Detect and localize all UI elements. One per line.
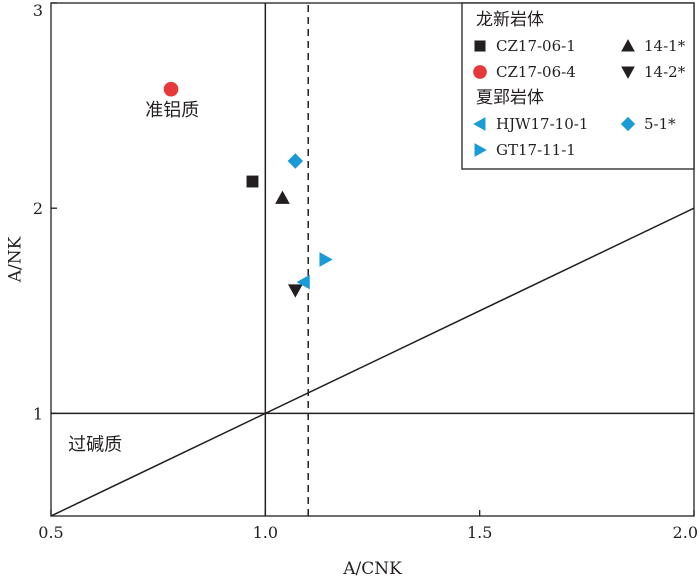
- x-axis-ticks: 0.5 1.0 1.5 2.0: [38, 510, 698, 542]
- legend-entry-label: 14-1*: [644, 37, 686, 55]
- data-point: [246, 175, 259, 188]
- x-tick-label: 1.5: [467, 523, 492, 542]
- x-tick-label: 0.5: [38, 523, 63, 542]
- x-tick-label: 1.0: [253, 523, 278, 542]
- legend-group-title: 夏郢岩体: [476, 88, 544, 108]
- plot-frame: [50, 2, 695, 517]
- legend-marker: [474, 143, 487, 157]
- y-axis-ticks: 1 2 3: [33, 1, 57, 423]
- legend-marker: [621, 66, 635, 79]
- data-point: [275, 190, 290, 204]
- legend-marker: [620, 116, 636, 132]
- boundary-line: [51, 207, 694, 516]
- data-points: [163, 81, 333, 298]
- x-tick-label: 2.0: [673, 523, 698, 542]
- legend-group-title: 龙新岩体: [476, 10, 544, 30]
- field-label: 准铝质: [145, 100, 199, 121]
- legend-entry-label: HJW17-10-1: [496, 115, 588, 133]
- data-point: [296, 274, 310, 290]
- legend-marker: [473, 65, 487, 79]
- field-label: 过碱质: [68, 434, 122, 455]
- data-point: [163, 81, 179, 97]
- data-point: [287, 153, 304, 169]
- legend-box: [461, 2, 695, 170]
- legend-entry-label: GT17-11-1: [496, 141, 576, 159]
- y-tick-label: 1: [33, 404, 43, 423]
- legend: 龙新岩体 CZ17-06-1 14-1* CZ17-06-4 14-2* 夏郢岩体 HJW1…: [461, 2, 695, 170]
- y-tick-label: 3: [33, 1, 43, 20]
- legend-marker: [473, 117, 486, 131]
- boundary-lines: [51, 3, 694, 516]
- legend-entry-label: CZ17-06-1: [496, 37, 576, 55]
- legend-entry-label: 14-2*: [644, 63, 686, 81]
- y-axis-label: A/NK: [6, 236, 26, 283]
- legend-marker: [621, 39, 635, 52]
- legend-entry-label: 5-1*: [644, 115, 676, 133]
- legend-entry-label: CZ17-06-4: [496, 63, 576, 81]
- y-tick-label: 2: [33, 199, 43, 218]
- legend-marker: [474, 40, 486, 52]
- data-point: [319, 252, 333, 267]
- data-point: [287, 284, 303, 298]
- x-axis-label: A/CNK: [342, 559, 402, 576]
